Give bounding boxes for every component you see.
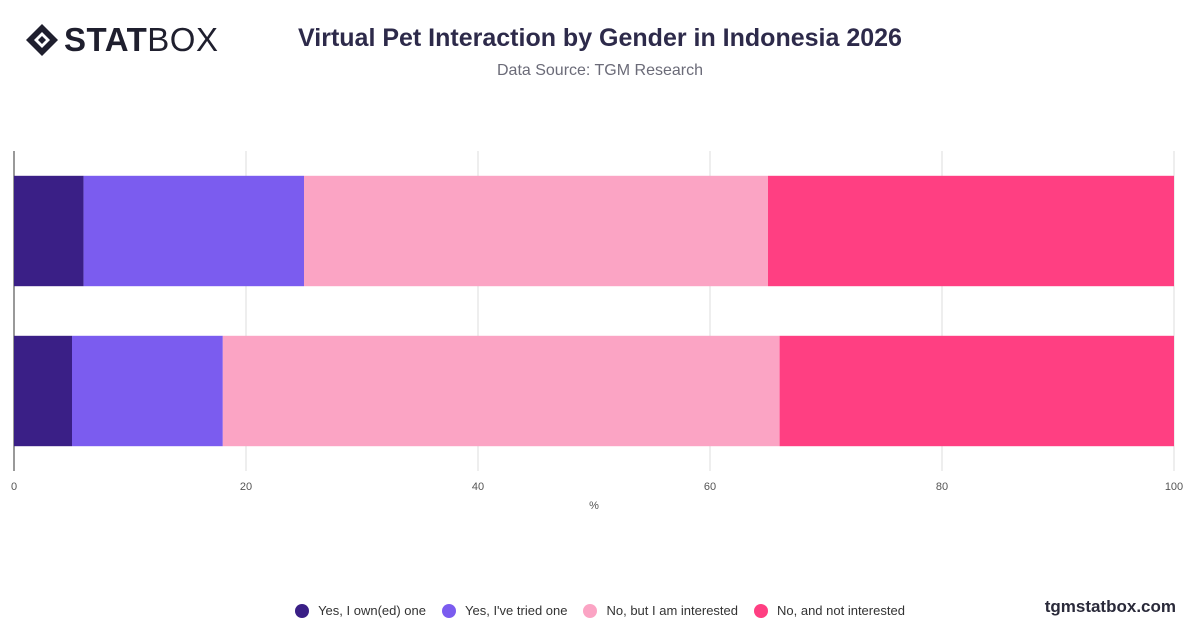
legend-label: Yes, I own(ed) one: [318, 603, 427, 618]
legend-label: No, but I am interested: [606, 603, 738, 618]
chart-legend: Yes, I own(ed) one Yes, I've tried one No,…: [0, 603, 1200, 618]
legend-label: Yes, I've tried one: [465, 603, 568, 618]
footer-site-link[interactable]: tgmstatbox.com: [1044, 597, 1176, 616]
legend-item[interactable]: No, but I am interested: [583, 603, 738, 618]
x-tick-label: 0: [11, 481, 17, 493]
bar-segment: [14, 175, 84, 287]
legend-item[interactable]: Yes, I own(ed) one: [295, 603, 426, 618]
bar-segment: [768, 175, 1174, 287]
x-tick-label: 80: [936, 481, 948, 493]
x-axis-title: %: [589, 500, 599, 512]
x-tick-label: 100: [1165, 481, 1183, 493]
legend-swatch: [295, 603, 310, 618]
diamond-logo-icon: [26, 24, 58, 56]
legend-item[interactable]: No, and not interested: [754, 603, 905, 618]
logo-wordmark-light: BOX: [147, 21, 219, 58]
x-tick-label: 40: [472, 481, 484, 493]
logo-wordmark-bold: STAT: [64, 21, 148, 58]
logo-wordmark: STATBOX: [64, 22, 218, 58]
legend-label: No, and not interested: [777, 603, 905, 618]
bar-segment: [779, 335, 1174, 447]
chart-title: Virtual Pet Interaction by Gender in Ind…: [298, 24, 902, 52]
bar-segment: [83, 175, 304, 287]
x-tick-label: 60: [704, 481, 716, 493]
stacked-bar-chart: 0 20 40 60 80 100%: [11, 151, 1183, 512]
legend-item[interactable]: Yes, I've tried one: [442, 603, 567, 618]
bar-segment: [72, 335, 223, 447]
x-tick-label: 20: [240, 481, 252, 493]
legend-swatch: [754, 603, 768, 618]
bar-segment: [222, 335, 780, 447]
bar-segment: [304, 175, 768, 287]
legend-swatch: [442, 603, 457, 618]
legend-swatch: [583, 603, 598, 618]
bar-segment: [14, 335, 72, 447]
brand-logo: STATBOX: [24, 22, 218, 58]
chart-subtitle: Data Source: TGM Research: [496, 62, 703, 79]
